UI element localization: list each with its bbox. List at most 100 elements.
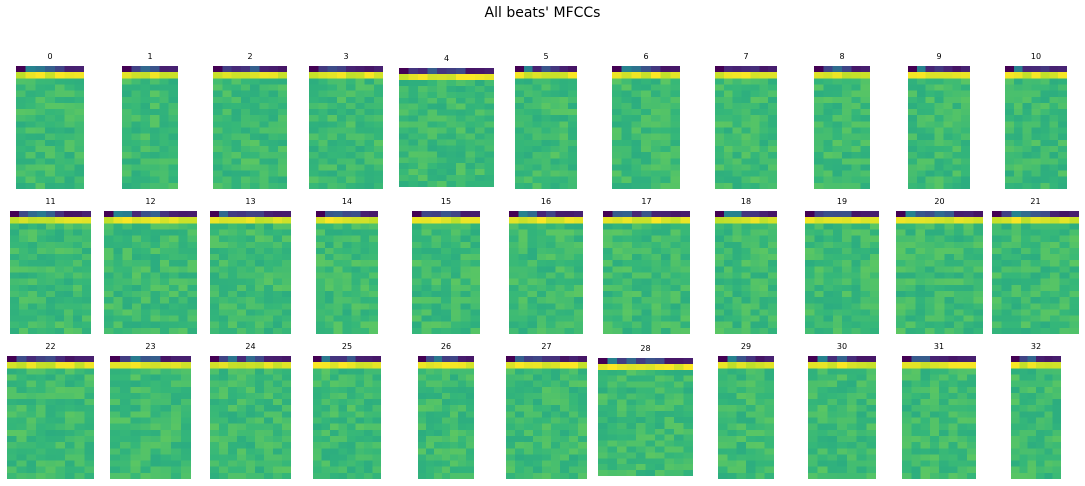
mfcc-cell [412,223,423,230]
mfcc-cell [846,417,858,425]
mfcc-cell [313,386,322,394]
mfcc-cell [255,362,265,369]
mfcc-cell [437,175,447,182]
mfcc-cell [446,109,457,117]
mfcc-cell [1021,260,1032,267]
mfcc-cell [764,386,774,394]
mfcc-cell [259,90,269,98]
mfcc-cell [347,399,356,406]
mfcc-cell [210,380,220,388]
mfcc-cell [718,362,728,369]
mfcc-cell [750,72,760,79]
mfcc-cell [1058,158,1067,165]
mfcc-cell [418,97,428,105]
mfcc-heatmap-panel [603,211,690,334]
mfcc-cell [674,446,684,453]
mfcc-cell [750,127,760,135]
mfcc-cell [170,417,182,425]
mfcc-cell [655,405,665,412]
mfcc-cell [768,96,777,104]
mfcc-cell [16,158,27,165]
mfcc-cell [240,164,251,172]
mfcc-cell [674,405,684,412]
mfcc-cell [437,163,447,170]
mfcc-cell [718,435,728,443]
mfcc-cell [655,434,665,442]
mfcc-cell [542,448,552,455]
mfcc-cell [55,405,66,412]
mfcc-cell [268,139,279,147]
mfcc-cell [466,380,474,388]
mfcc-cell [159,260,170,267]
mfcc-cell [246,472,256,479]
mfcc-cell [546,235,556,243]
mfcc-cell [555,254,565,261]
mfcc-cell [273,356,283,363]
mfcc-cell [10,266,20,273]
mfcc-cell [431,321,442,329]
mfcc-cell [915,229,926,237]
mfcc-cell [814,176,824,184]
mfcc-cell [113,278,124,286]
mfcc-cell [842,327,852,334]
mfcc-cell [636,411,646,418]
mfcc-cell [934,121,944,128]
mfcc-cell [524,466,534,474]
mfcc-cell [131,297,142,304]
mfcc-cell [952,139,962,147]
mfcc-cell [832,102,843,110]
mfcc-cell [54,66,66,73]
mfcc-cell [645,446,656,453]
mfcc-cell [1013,66,1024,73]
mfcc-cell [568,176,577,184]
mfcc-cell [515,362,525,369]
mfcc-cell [355,411,365,418]
mfcc-cell [846,466,858,474]
mfcc-cell [446,139,457,146]
mfcc-cell [524,392,534,400]
mfcc-cell [264,448,274,455]
mfcc-cell [16,368,27,375]
mfcc-cell [437,109,447,117]
mfcc-cell [426,423,435,431]
mfcc-cell [219,466,229,474]
mfcc-cell [631,133,642,141]
mfcc-cell [364,84,375,92]
mfcc-cell [450,460,459,468]
mfcc-cell [732,247,743,255]
mfcc-cell [741,90,751,98]
mfcc-cell [466,448,474,455]
mfcc-cell [973,272,983,280]
mfcc-cell [718,411,728,418]
mfcc-cell [541,152,551,159]
mfcc-cell [168,121,178,128]
mfcc-cell [55,235,65,243]
mfcc-cell [617,387,627,394]
mfcc-cell [827,466,838,474]
mfcc-cell [569,460,579,468]
mfcc-cell [1031,72,1041,79]
mfcc-cell [273,290,283,298]
mfcc-cell [551,460,561,468]
mfcc-cell [150,460,162,468]
mfcc-cell [228,211,238,218]
mfcc-cell [768,247,777,255]
mfcc-cell [661,266,672,273]
mfcc-cell [336,145,347,153]
mfcc-cell [651,229,662,237]
mfcc-cell [130,374,141,382]
mfcc-cell [645,417,656,424]
mfcc-cell [683,422,693,430]
mfcc-cell [1022,176,1033,184]
mfcc-cell [568,182,577,189]
mfcc-cell [768,327,777,334]
mfcc-cell [1021,290,1032,298]
mfcc-cell [10,290,20,298]
mfcc-cell [846,392,858,400]
mfcc-cell [732,272,743,280]
mfcc-cell [808,429,819,437]
mfcc-cell [313,374,322,382]
mfcc-cell [131,217,142,224]
mfcc-cell [832,121,843,128]
mfcc-cell [518,272,528,280]
